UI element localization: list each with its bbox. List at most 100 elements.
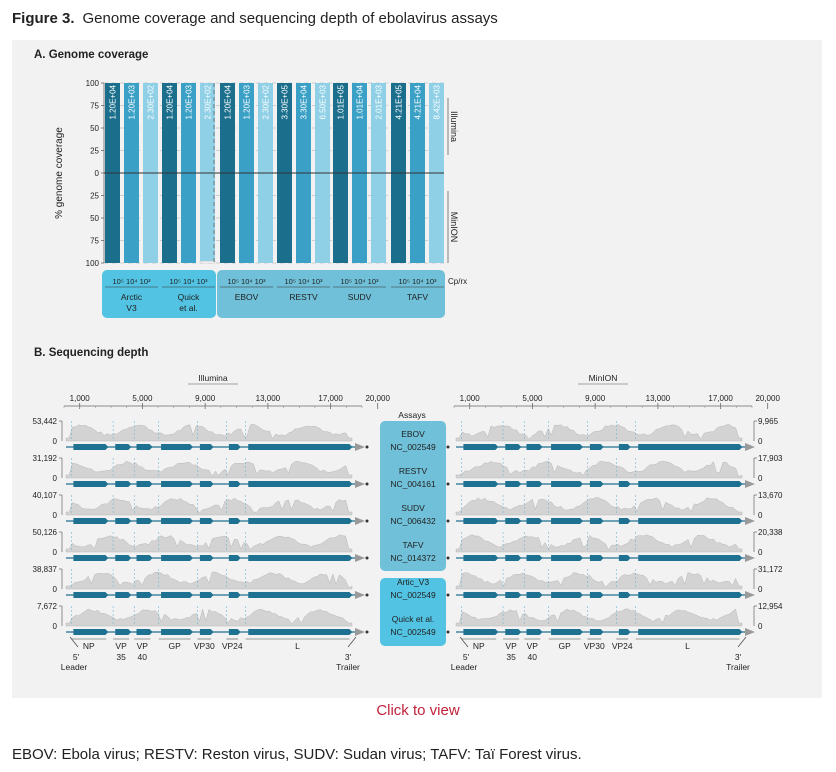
depth-min-minion: 0 [758,474,763,483]
gene-arrow-NP [73,592,109,598]
gene-arrow-VP 35 [505,555,522,561]
bar-minion-Quick et al.-0 [162,173,177,263]
genome-end-arrow [745,554,755,562]
gene-label-GP: GP [559,641,572,651]
depth-x-tick-label: 5,000 [132,394,153,403]
figure-svg: A. Genome coverage 100 75 50 25 0 25 50 75 100 % g… [33,49,783,672]
assay-group-label-Quick et al.: Quick [178,292,200,302]
gene-arrow-GP [551,444,583,450]
gene-arrow-GP [161,444,193,450]
bar-illumina-Arctic V3-2 [143,83,158,173]
bar-minion-SUDV-0 [333,173,348,263]
y-tick-label: 50 [90,124,99,133]
platform-label-illumina: Illumina [449,111,459,142]
gene-label-VP 35: 35 [506,652,516,662]
gene-arrow-GP [161,592,193,598]
bar-illumina-SUDV-0 [333,83,348,173]
depth-x-tick-label: 9,000 [585,394,606,403]
gene-arrow-VP30 [589,555,604,561]
genome-end-arrow [355,554,365,562]
depth-min-minion: 0 [758,548,763,557]
depth-x-tick-label: 20,000 [755,394,780,403]
assay-group-label-Arctic V3: V3 [126,303,137,313]
bar-minion-Arctic V3-2 [143,173,158,263]
gene-arrow-VP 35 [505,481,522,487]
gene-arrow-VP30 [199,629,214,635]
gene-arrow-VP 35 [505,592,522,598]
figure-heading: Figure 3. Genome coverage and sequencing … [12,10,498,27]
read-count-label: 3.30E+05 [281,84,290,119]
gene-label-NP: NP [473,641,485,651]
leader-5prime-label: 5' [463,652,470,662]
bar-illumina-Arctic V3-0 [105,83,120,173]
bar-minion-TAFV-0 [391,173,406,263]
gene-arrow-GP [551,518,583,524]
panel-b-title: B. Sequencing depth [34,347,148,359]
read-count-label: 1.20E+03 [128,84,137,119]
depth-area-minion-EBOV [455,424,743,442]
gene-arrow-VP30 [199,518,214,524]
gene-arrow-NP [73,518,109,524]
gene-arrow-L [638,481,743,487]
assay-reference-EBOV: NC_002549 [390,442,436,452]
gene-arrow-VP 35 [115,555,132,561]
bar-minion-EBOV-0 [220,173,235,263]
gene-arrow-L [248,592,353,598]
genome-end-arrow [745,480,755,488]
gene-arrow-VP 40 [526,592,543,598]
copy-level-labels: 10⁵ 10⁴ 10³ [284,277,323,286]
read-count-label: 1.20E+04 [166,84,175,119]
bar-minion-gap [199,260,216,264]
depth-x-tick-label: 17,000 [708,394,733,403]
gene-arrow-VP30 [589,444,604,450]
gene-arrow-VP 40 [526,629,543,635]
read-count-label: 6.50E+03 [319,84,328,119]
trailer-label: Trailer [726,662,750,672]
assay-connector-dot [365,482,369,486]
assay-group-label-RESTV: RESTV [289,292,318,302]
trailer-tick [347,636,357,648]
gene-arrow-VP 40 [526,555,543,561]
gene-arrow-VP24 [618,481,631,487]
bar-minion-Arctic V3-0 [105,173,120,263]
assay-connector-dot [365,593,369,597]
read-count-label: 2.30E+02 [204,84,213,119]
trailer-3prime-label: 3' [735,652,742,662]
depth-area-illumina-RESTV [65,461,353,479]
assay-name-EBOV: EBOV [401,429,425,439]
depth-area-minion-Quick et al. [455,608,743,627]
gene-arrow-GP [161,629,193,635]
gene-arrow-VP30 [199,555,214,561]
bar-minion-Arctic V3-1 [124,173,139,263]
gene-arrow-GP [551,592,583,598]
depth-area-illumina-EBOV [65,423,353,442]
read-count-label: 2.01E+03 [375,84,384,119]
bar-illumina-RESTV-0 [277,83,292,173]
gene-arrow-VP30 [589,518,604,524]
assay-group-label-SUDV: SUDV [348,292,372,302]
gene-arrow-L [638,629,743,635]
bar-minion-RESTV-2 [315,173,330,263]
gene-arrow-VP 35 [115,518,132,524]
gene-arrow-GP [161,518,193,524]
y-tick-label: 75 [90,102,99,111]
gene-label-VP 40: 40 [528,652,538,662]
depth-min-illumina: 0 [53,548,58,557]
assay-group-label-Quick et al.: et al. [179,303,197,313]
gene-label-VP24: VP24 [222,641,243,651]
genome-end-arrow [355,517,365,525]
gene-arrow-VP30 [589,481,604,487]
bar-minion-RESTV-1 [296,173,311,263]
gene-arrow-NP [73,481,109,487]
gene-arrow-L [638,444,743,450]
click-to-view-link[interactable]: Click to view [376,702,460,719]
read-count-label: 3.30E+04 [300,84,309,119]
platform-label-minion: MinION [449,212,459,243]
gene-arrow-L [248,629,353,635]
read-count-label: 1.20E+03 [185,84,194,119]
read-count-label: 4.21E+05 [395,84,404,119]
leader-tick [69,636,79,648]
depth-x-tick-label: 9,000 [195,394,216,403]
gene-arrow-GP [161,481,193,487]
gene-arrow-GP [551,481,583,487]
